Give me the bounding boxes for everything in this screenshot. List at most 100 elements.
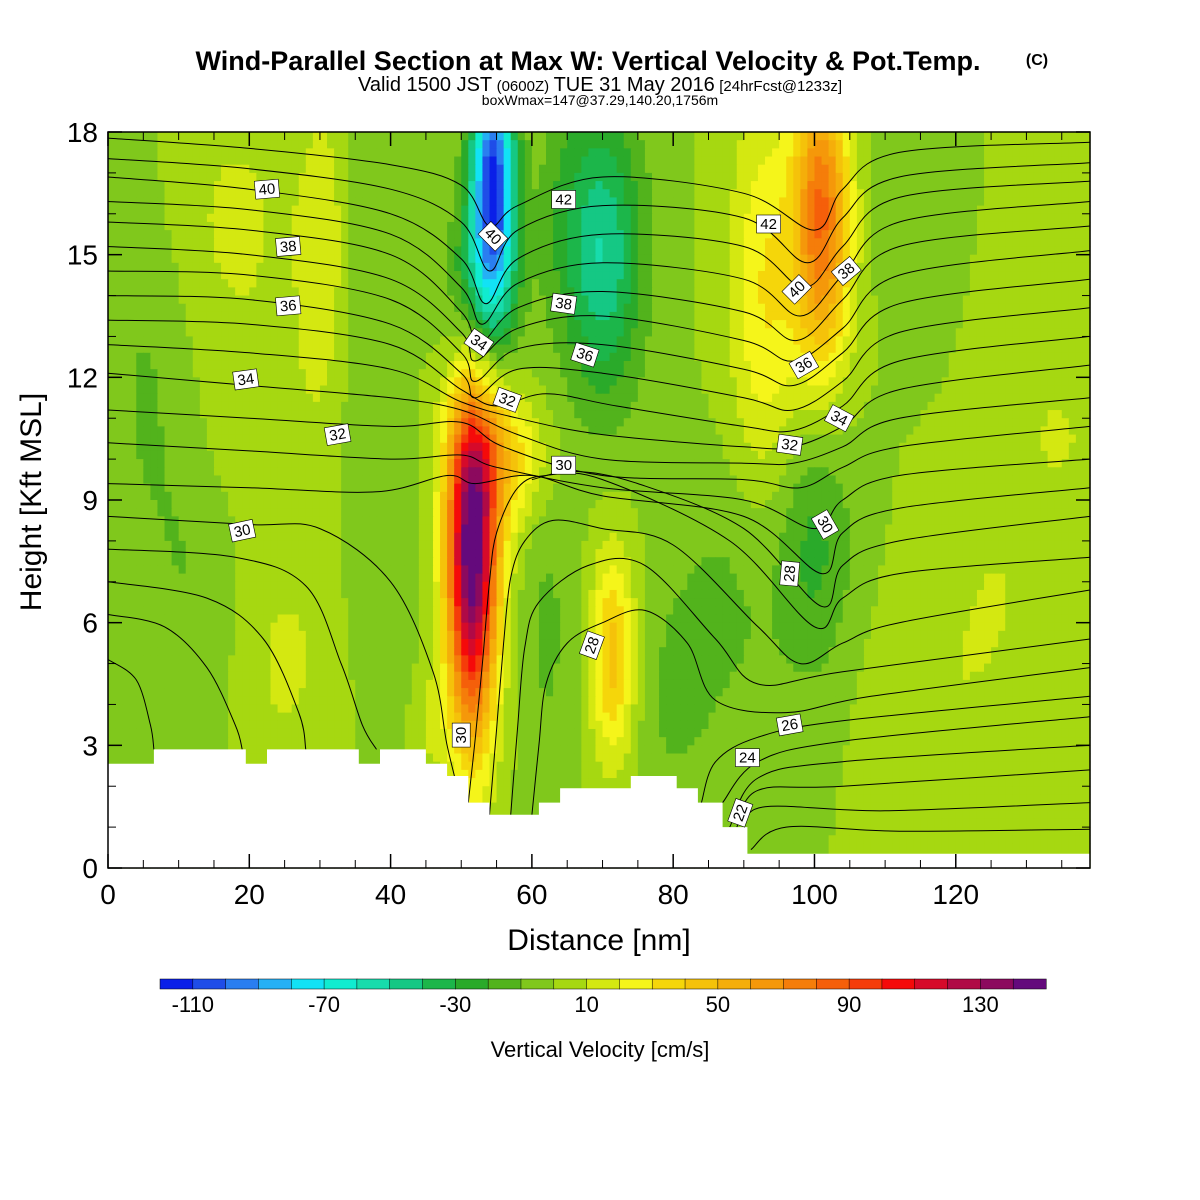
- heat-cell: [334, 295, 342, 305]
- heat-cell: [644, 262, 653, 272]
- heat-cell: [517, 262, 526, 272]
- heat-cell: [334, 213, 342, 223]
- heat-cell: [644, 311, 653, 321]
- heat-cell: [567, 262, 575, 272]
- heat-cell: [1047, 344, 1056, 354]
- heat-cell: [878, 213, 886, 223]
- heat-cell: [1033, 377, 1042, 387]
- heat-cell: [835, 148, 844, 158]
- heat-cell: [1005, 401, 1013, 411]
- heat-cell: [984, 197, 992, 207]
- heat-cell: [616, 205, 625, 215]
- heat-cell: [772, 385, 780, 395]
- heat-cell: [708, 377, 717, 387]
- heat-cell: [517, 164, 526, 174]
- heat-cell: [1012, 385, 1020, 395]
- heat-cell: [369, 336, 378, 346]
- heat-cell: [468, 246, 476, 256]
- heat-cell: [425, 213, 434, 223]
- heat-cell: [722, 352, 731, 362]
- heat-cell: [814, 230, 823, 239]
- heat-cell: [1033, 262, 1042, 272]
- heat-cell: [715, 369, 724, 378]
- heat-cell: [355, 246, 363, 256]
- heat-cell: [284, 148, 293, 158]
- heat-cell: [122, 393, 130, 403]
- heat-cell: [1061, 352, 1070, 362]
- heat-cell: [680, 262, 688, 272]
- heat-cell: [390, 328, 399, 338]
- heat-cell: [659, 287, 667, 297]
- heat-cell: [786, 140, 794, 149]
- heat-cell: [574, 238, 582, 248]
- heat-cell: [560, 172, 568, 182]
- heat-cell: [835, 164, 844, 174]
- heat-cell: [341, 303, 349, 313]
- heat-cell: [305, 246, 314, 256]
- heat-cell: [955, 132, 964, 141]
- heat-cell: [277, 197, 286, 207]
- heat-cell: [743, 377, 752, 387]
- heat-cell: [122, 230, 130, 239]
- heat-cell: [560, 320, 568, 329]
- heat-cell: [553, 205, 561, 215]
- heat-cell: [835, 352, 844, 362]
- heat-cell: [885, 418, 893, 427]
- heat-cell: [835, 344, 844, 354]
- heat-cell: [736, 213, 745, 223]
- heat-cell: [750, 213, 759, 223]
- heat-cell: [390, 181, 399, 190]
- heat-cell: [715, 148, 724, 158]
- heat-cell: [1082, 336, 1091, 346]
- heat-cell: [468, 393, 476, 403]
- heat-cell: [913, 279, 922, 288]
- heat-cell: [517, 132, 526, 141]
- heat-cell: [327, 132, 335, 141]
- heat-cell: [927, 344, 936, 354]
- heat-cell: [814, 377, 823, 387]
- heat-cell: [108, 148, 116, 158]
- heat-cell: [475, 213, 484, 223]
- heat-cell: [1061, 344, 1070, 354]
- heat-cell: [418, 238, 427, 248]
- heat-cell: [235, 213, 243, 223]
- heat-cell: [242, 132, 250, 141]
- heat-cell: [673, 369, 681, 378]
- heat-cell: [411, 279, 420, 288]
- heat-cell: [164, 279, 173, 288]
- heat-cell: [969, 246, 978, 256]
- heat-cell: [362, 311, 370, 321]
- heat-cell: [899, 287, 907, 297]
- heat-cell: [1012, 246, 1020, 256]
- heat-cell: [178, 164, 187, 174]
- heat-cell: [327, 148, 335, 158]
- heat-cell: [637, 262, 646, 272]
- heat-cell: [835, 140, 844, 149]
- heat-cell: [991, 295, 999, 305]
- heat-cell: [319, 238, 328, 248]
- heat-cell: [1040, 295, 1049, 305]
- heat-cell: [531, 410, 540, 419]
- heat-cell: [418, 181, 427, 190]
- heat-cell: [383, 377, 392, 387]
- heat-cell: [680, 393, 688, 403]
- heat-cell: [277, 148, 286, 158]
- heat-cell: [418, 352, 427, 362]
- heat-cell: [164, 271, 173, 280]
- heat-cell: [468, 164, 476, 174]
- heat-cell: [969, 393, 978, 403]
- heat-cell: [1040, 140, 1049, 149]
- heat-cell: [327, 360, 335, 370]
- heat-cell: [228, 164, 236, 174]
- heat-cell: [637, 410, 646, 419]
- heat-cell: [376, 181, 385, 190]
- heat-cell: [206, 189, 215, 199]
- heat-cell: [609, 221, 618, 231]
- heat-cell: [757, 230, 766, 239]
- heat-cell: [150, 360, 159, 370]
- heat-cell: [878, 132, 886, 141]
- heat-cell: [750, 140, 759, 149]
- heat-cell: [630, 254, 639, 264]
- heat-cell: [962, 213, 971, 223]
- heat-cell: [892, 352, 900, 362]
